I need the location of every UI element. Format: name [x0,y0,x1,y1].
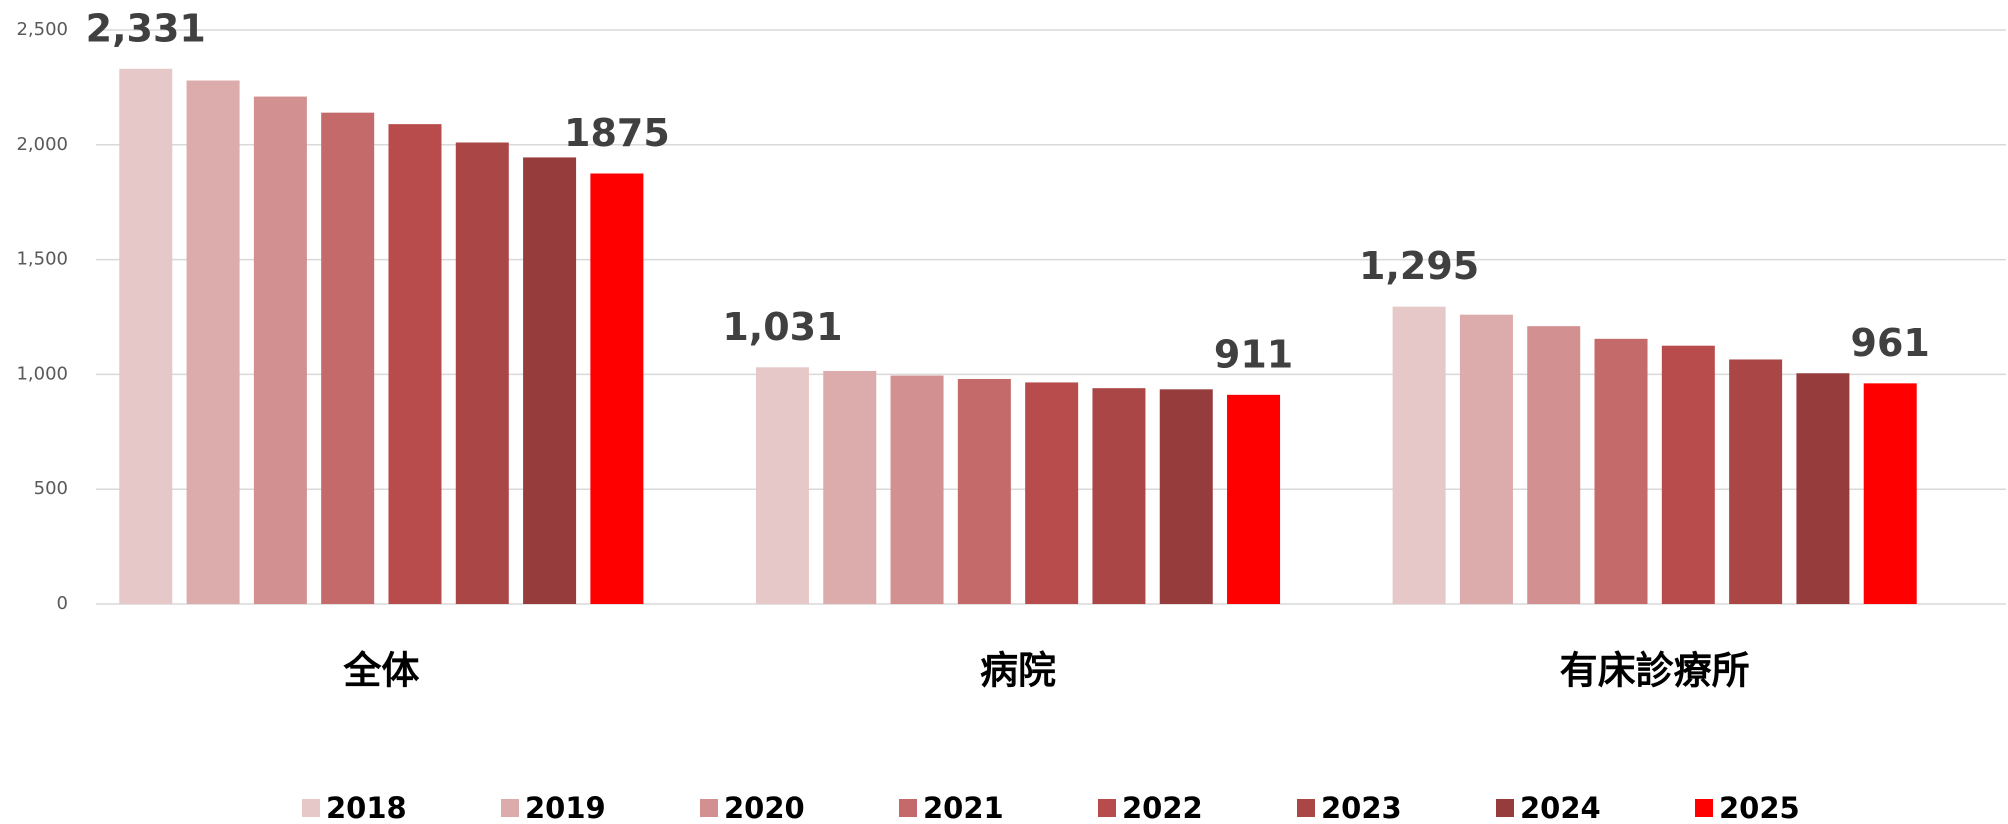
legend-label: 2024 [1520,791,1601,824]
legend-swatch [1098,799,1116,817]
bar [1527,326,1581,604]
y-tick-label: 2,500 [16,19,68,40]
data-label: 2,331 [86,6,206,50]
legend-swatch [1695,799,1713,817]
bar [253,96,307,605]
bar [523,157,577,605]
bar [957,378,1011,604]
bar [321,112,375,604]
x-tick-label: 有床診療所 [1560,649,1750,693]
y-tick-label: 0 [57,593,68,614]
x-tick-label: 病院 [980,649,1056,693]
bar [388,124,442,605]
bar [186,80,240,604]
y-tick-label: 1,000 [16,363,68,384]
bar [1863,383,1917,604]
y-tick-label: 2,000 [16,134,68,155]
data-label: 1875 [564,111,670,155]
legend-swatch [501,799,519,817]
bar [1159,389,1213,604]
y-tick-label: 500 [34,478,68,499]
data-label: 1,031 [722,305,842,349]
legend-label: 2020 [724,791,805,824]
bar [890,375,944,604]
bar [119,68,173,605]
legend-swatch [899,799,917,817]
bar [1227,394,1281,604]
x-tick-label: 全体 [342,649,419,693]
legend-label: 2025 [1719,791,1800,824]
data-label: 1,295 [1359,244,1479,288]
data-label: 911 [1214,332,1293,376]
bar [1594,338,1648,604]
bar [1459,314,1513,604]
bar [1092,388,1146,604]
legend-label: 2021 [923,791,1004,824]
y-tick-label: 1,500 [16,249,68,270]
legend-label: 2022 [1122,791,1203,824]
legend-swatch [1496,799,1514,817]
data-label: 961 [1851,321,1930,365]
bar [1025,382,1079,604]
bar [1729,359,1783,604]
legend-swatch [1297,799,1315,817]
bar [590,173,644,604]
legend-swatch [302,799,320,817]
bar [455,142,509,604]
bar [1796,373,1850,604]
bar [1392,306,1446,604]
bar [1661,345,1715,604]
bar [755,367,809,604]
legend-label: 2019 [525,791,606,824]
legend-label: 2023 [1321,791,1402,824]
legend-label: 2018 [326,791,407,824]
bar [823,370,877,604]
legend-swatch [700,799,718,817]
